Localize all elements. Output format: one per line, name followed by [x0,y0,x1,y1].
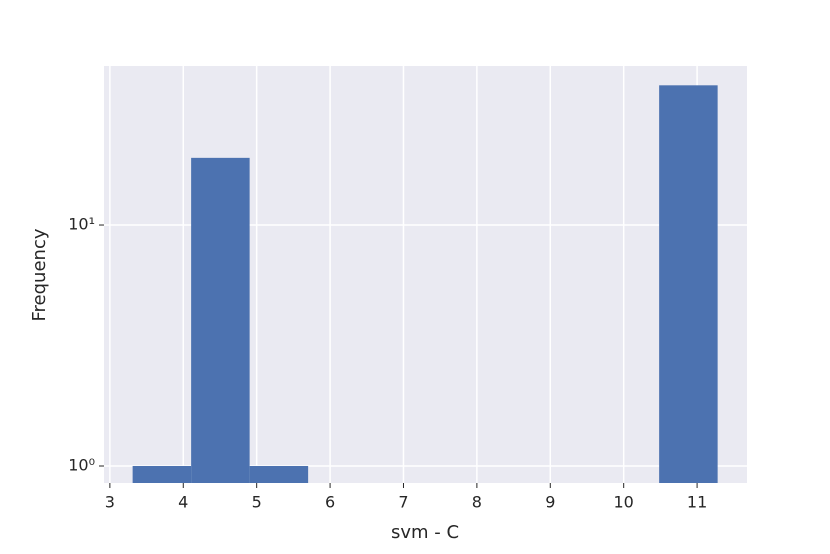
bar [659,85,718,484]
x-tick-label: 10 [614,493,634,512]
x-tick-label: 5 [252,493,262,512]
x-tick-label: 6 [325,493,335,512]
y-tick-label: 10⁰ [68,455,95,474]
x-tick-label: 4 [178,493,188,512]
bar [132,465,192,483]
y-axis-label: Frequency [29,228,50,321]
x-axis-label: svm - C [391,522,459,543]
bar [249,465,309,483]
x-tick-label: 7 [398,493,408,512]
x-tick-label: 8 [472,493,482,512]
x-tick-label: 3 [105,493,115,512]
bar [191,157,250,483]
x-tick-label: 9 [545,493,555,512]
y-tick-label: 10¹ [68,215,95,234]
x-tick-label: 11 [687,493,707,512]
